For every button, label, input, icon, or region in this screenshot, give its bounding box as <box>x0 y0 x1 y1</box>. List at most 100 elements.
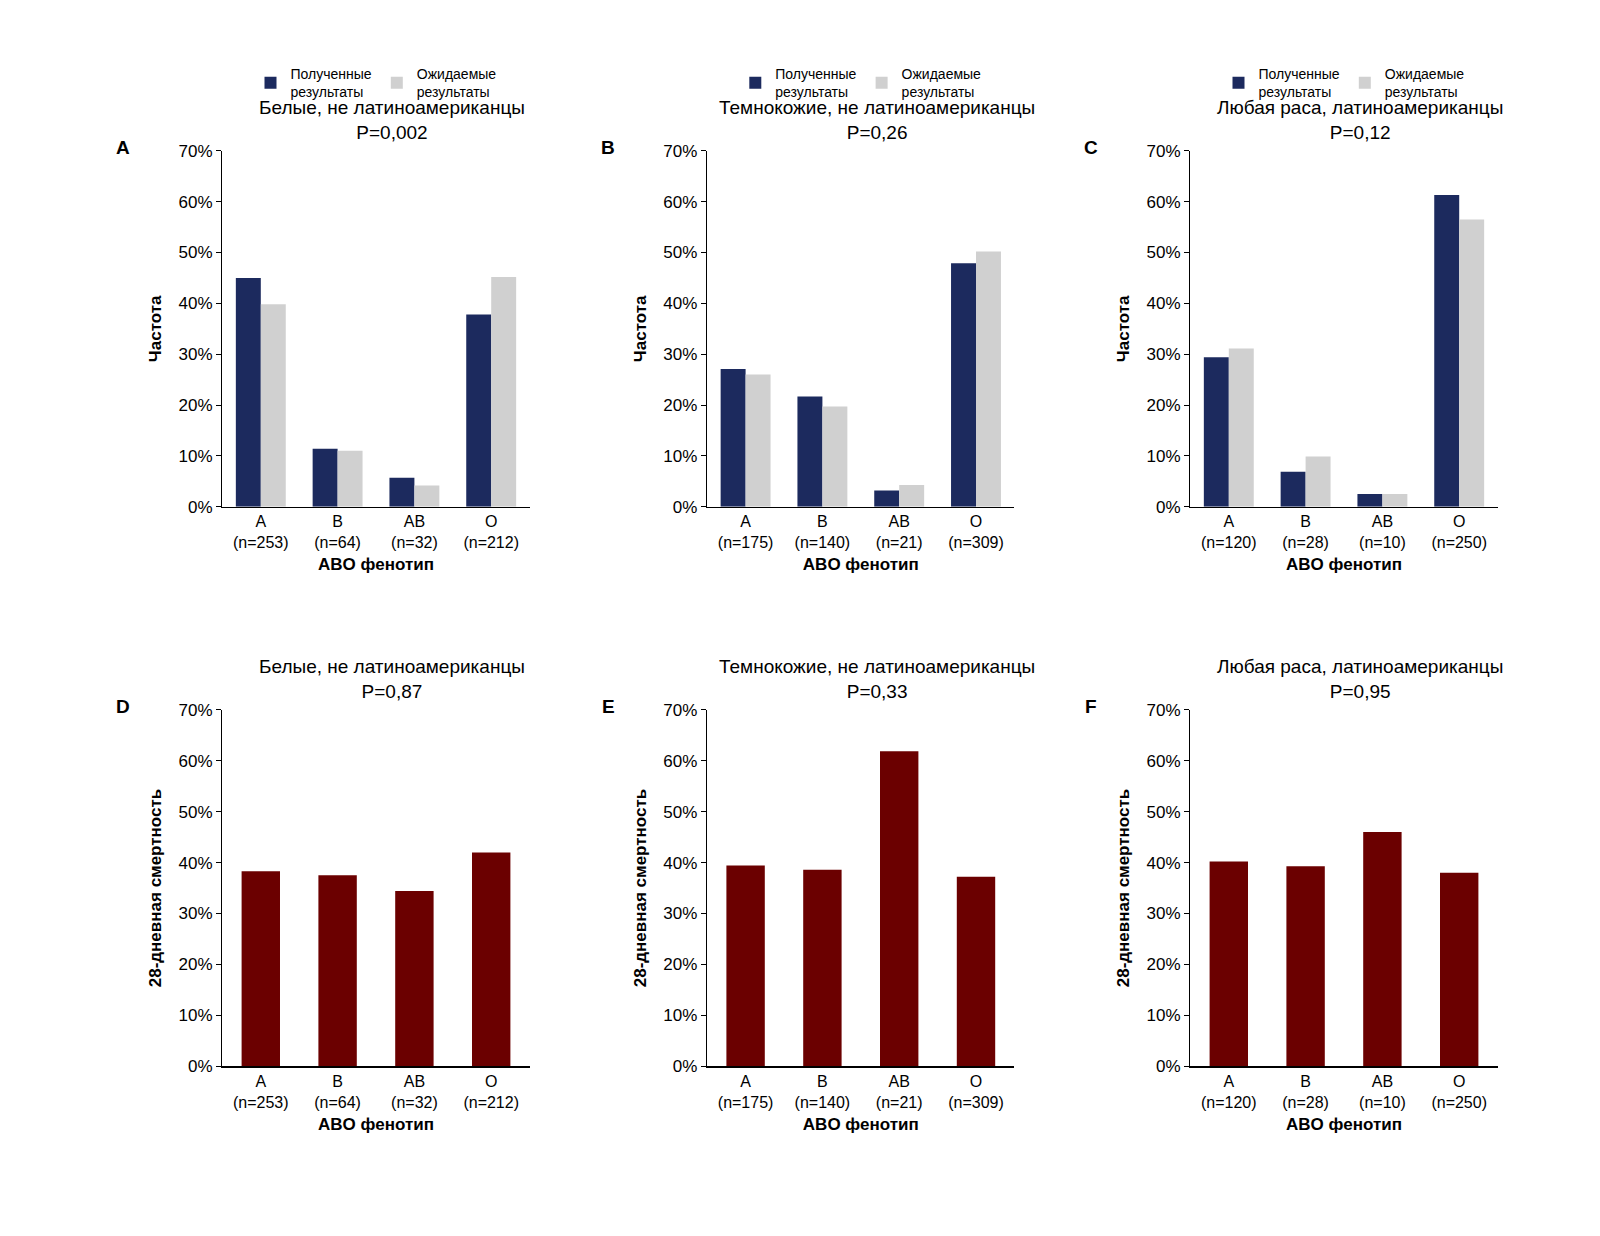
svg-text:ABO фенотип: ABO фенотип <box>1286 555 1402 574</box>
svg-text:70%: 70% <box>663 142 697 161</box>
svg-text:70%: 70% <box>1146 701 1180 720</box>
svg-text:50%: 50% <box>1146 243 1180 262</box>
svg-text:A(n=175): A(n=175) <box>718 513 774 551</box>
svg-text:28-дневная смертность: 28-дневная смертность <box>631 789 650 988</box>
svg-text:60%: 60% <box>663 752 697 771</box>
svg-text:70%: 70% <box>178 701 212 720</box>
svg-text:B(n=140): B(n=140) <box>795 513 851 551</box>
svg-text:28-дневная смертность: 28-дневная смертность <box>1114 789 1133 988</box>
svg-text:0%: 0% <box>1156 1057 1181 1076</box>
svg-text:B(n=140): B(n=140) <box>795 1073 851 1111</box>
svg-text:AB(n=10): AB(n=10) <box>1359 513 1406 551</box>
svg-text:C: C <box>1084 137 1098 158</box>
svg-text:30%: 30% <box>178 345 212 364</box>
svg-text:30%: 30% <box>178 904 212 923</box>
svg-text:O(n=309): O(n=309) <box>948 513 1004 551</box>
svg-text:AB(n=32): AB(n=32) <box>391 1073 438 1111</box>
svg-text:70%: 70% <box>1146 142 1180 161</box>
svg-text:Темнокожие, не латиноамериканц: Темнокожие, не латиноамериканцыP=0,33 <box>719 656 1035 702</box>
svg-text:AB(n=21): AB(n=21) <box>876 1073 923 1111</box>
svg-text:60%: 60% <box>178 193 212 212</box>
svg-text:A: A <box>116 137 130 158</box>
svg-text:O(n=250): O(n=250) <box>1431 1073 1487 1111</box>
svg-text:70%: 70% <box>663 701 697 720</box>
svg-text:0%: 0% <box>1156 498 1181 517</box>
svg-text:F: F <box>1085 696 1097 717</box>
svg-text:E: E <box>602 696 615 717</box>
svg-text:A(n=253): A(n=253) <box>233 1073 289 1111</box>
svg-text:D: D <box>116 696 130 717</box>
svg-text:Частота: Частота <box>631 295 650 362</box>
svg-text:B: B <box>601 137 615 158</box>
svg-text:40%: 40% <box>1146 294 1180 313</box>
svg-text:40%: 40% <box>1146 854 1180 873</box>
svg-text:ABO фенотип: ABO фенотип <box>1286 1115 1402 1134</box>
svg-text:60%: 60% <box>1146 752 1180 771</box>
svg-text:Ожидаемыерезультаты: Ожидаемыерезультаты <box>417 66 497 100</box>
svg-text:A(n=253): A(n=253) <box>233 513 289 551</box>
svg-text:50%: 50% <box>1146 803 1180 822</box>
svg-text:B(n=64): B(n=64) <box>314 513 361 551</box>
svg-text:20%: 20% <box>663 955 697 974</box>
svg-text:30%: 30% <box>663 345 697 364</box>
svg-text:O(n=212): O(n=212) <box>463 513 519 551</box>
svg-text:ABO фенотип: ABO фенотип <box>318 555 434 574</box>
svg-text:10%: 10% <box>1146 447 1180 466</box>
svg-text:0%: 0% <box>673 1057 698 1076</box>
svg-text:10%: 10% <box>178 1006 212 1025</box>
svg-text:50%: 50% <box>178 243 212 262</box>
svg-text:20%: 20% <box>1146 955 1180 974</box>
svg-text:Ожидаемыерезультаты: Ожидаемыерезультаты <box>902 66 982 100</box>
svg-text:40%: 40% <box>178 294 212 313</box>
svg-text:ABO фенотип: ABO фенотип <box>803 555 919 574</box>
svg-text:0%: 0% <box>188 1057 213 1076</box>
svg-text:0%: 0% <box>188 498 213 517</box>
svg-text:Белые, не латиноамериканцыP=0,: Белые, не латиноамериканцыP=0,002 <box>259 97 525 143</box>
svg-text:10%: 10% <box>178 447 212 466</box>
svg-text:AB(n=32): AB(n=32) <box>391 513 438 551</box>
svg-text:10%: 10% <box>663 447 697 466</box>
svg-text:AB(n=10): AB(n=10) <box>1359 1073 1406 1111</box>
svg-text:A(n=175): A(n=175) <box>718 1073 774 1111</box>
svg-text:Полученныерезультаты: Полученныерезультаты <box>775 66 856 100</box>
svg-text:A(n=120): A(n=120) <box>1201 1073 1257 1111</box>
svg-text:60%: 60% <box>663 193 697 212</box>
svg-text:30%: 30% <box>663 904 697 923</box>
svg-text:60%: 60% <box>1146 193 1180 212</box>
svg-text:10%: 10% <box>663 1006 697 1025</box>
svg-text:O(n=250): O(n=250) <box>1431 513 1487 551</box>
svg-text:Любая раса, латиноамериканцыP=: Любая раса, латиноамериканцыP=0,12 <box>1217 97 1503 143</box>
svg-text:50%: 50% <box>663 803 697 822</box>
svg-text:30%: 30% <box>1146 345 1180 364</box>
svg-text:20%: 20% <box>178 955 212 974</box>
svg-text:20%: 20% <box>178 396 212 415</box>
svg-text:Полученныерезультаты: Полученныерезультаты <box>1259 66 1340 100</box>
svg-text:10%: 10% <box>1146 1006 1180 1025</box>
svg-text:60%: 60% <box>178 752 212 771</box>
svg-text:Темнокожие, не латиноамериканц: Темнокожие, не латиноамериканцыP=0,26 <box>719 97 1035 143</box>
svg-text:B(n=64): B(n=64) <box>314 1073 361 1111</box>
svg-text:Любая раса, латиноамериканцыP=: Любая раса, латиноамериканцыP=0,95 <box>1217 656 1503 702</box>
svg-text:40%: 40% <box>663 294 697 313</box>
svg-text:40%: 40% <box>178 854 212 873</box>
svg-text:Белые, не латиноамериканцыP=0,: Белые, не латиноамериканцыP=0,87 <box>259 656 525 702</box>
svg-text:30%: 30% <box>1146 904 1180 923</box>
svg-text:50%: 50% <box>663 243 697 262</box>
svg-text:Частота: Частота <box>146 295 165 362</box>
svg-text:50%: 50% <box>178 803 212 822</box>
svg-text:20%: 20% <box>1146 396 1180 415</box>
svg-text:Полученныерезультаты: Полученныерезультаты <box>291 66 372 100</box>
svg-text:0%: 0% <box>673 498 698 517</box>
svg-text:70%: 70% <box>178 142 212 161</box>
svg-text:AB(n=21): AB(n=21) <box>876 513 923 551</box>
svg-text:ABO фенотип: ABO фенотип <box>318 1115 434 1134</box>
svg-text:A(n=120): A(n=120) <box>1201 513 1257 551</box>
svg-text:28-дневная смертность: 28-дневная смертность <box>146 789 165 988</box>
svg-text:40%: 40% <box>663 854 697 873</box>
svg-text:20%: 20% <box>663 396 697 415</box>
svg-text:O(n=309): O(n=309) <box>948 1073 1004 1111</box>
svg-text:Частота: Частота <box>1114 295 1133 362</box>
svg-text:Ожидаемыерезультаты: Ожидаемыерезультаты <box>1385 66 1465 100</box>
svg-text:O(n=212): O(n=212) <box>463 1073 519 1111</box>
svg-text:B(n=28): B(n=28) <box>1282 513 1329 551</box>
